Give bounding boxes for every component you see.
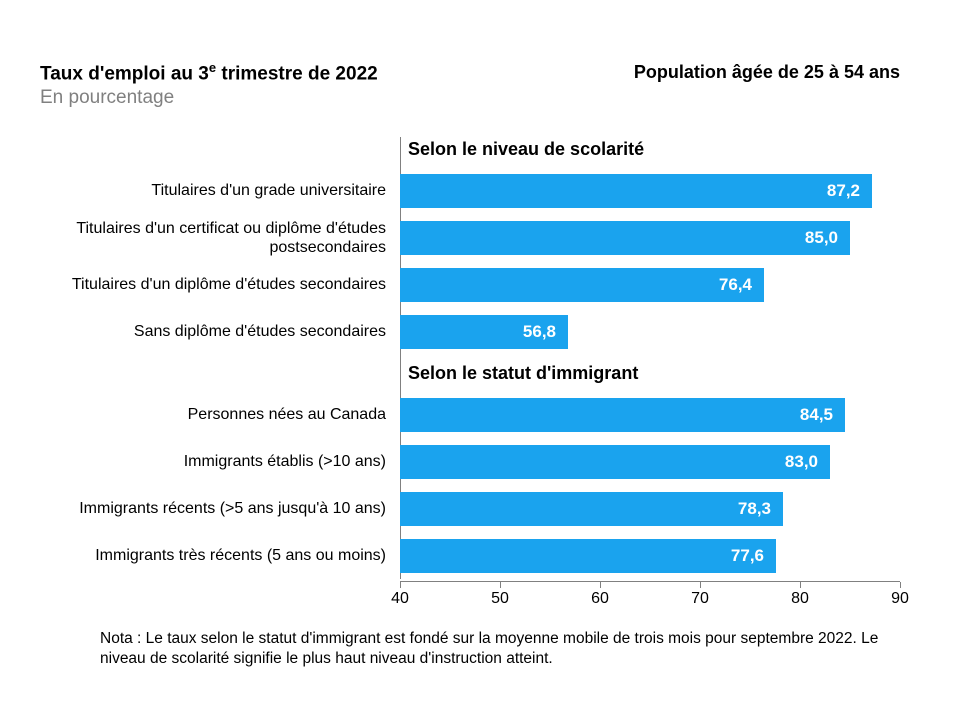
plot-area: Selon le niveau de scolarité 87,2 85,0 76,4… — [400, 137, 900, 611]
bar-label: Personnes nées au Canada — [50, 391, 400, 438]
bar-label: Titulaires d'un diplôme d'études seconda… — [50, 261, 400, 308]
bar-value: 78,3 — [738, 499, 771, 519]
bar: 77,6 — [400, 539, 776, 573]
bar: 83,0 — [400, 445, 830, 479]
bar-value: 84,5 — [800, 405, 833, 425]
x-tick-label: 70 — [691, 590, 709, 608]
x-tick-label: 90 — [891, 590, 909, 608]
population-label: Population âgée de 25 à 54 ans — [634, 62, 900, 83]
bar-cell: 77,6 — [400, 532, 900, 579]
bar-label: Titulaires d'un certificat ou diplôme d'… — [50, 214, 400, 261]
bar-value: 77,6 — [731, 546, 764, 566]
bar-value: 87,2 — [827, 181, 860, 201]
bar-cell: 78,3 — [400, 485, 900, 532]
bar-value: 56,8 — [523, 322, 556, 342]
bar: 84,5 — [400, 398, 845, 432]
section-header: Selon le niveau de scolarité — [400, 137, 900, 167]
x-tick-label: 60 — [591, 590, 609, 608]
bar-cell: 87,2 — [400, 167, 900, 214]
bar-label: Immigrants très récents (5 ans ou moins) — [50, 532, 400, 579]
bar-cell: 85,0 — [400, 214, 900, 261]
bar-cell: 83,0 — [400, 438, 900, 485]
bar-cell: 76,4 — [400, 261, 900, 308]
bar-label: Immigrants établis (>10 ans) — [50, 438, 400, 485]
x-tick-label: 40 — [391, 590, 409, 608]
x-tick-label: 50 — [491, 590, 509, 608]
bar: 56,8 — [400, 315, 568, 349]
bar-value: 76,4 — [719, 275, 752, 295]
bar: 76,4 — [400, 268, 764, 302]
bar: 85,0 — [400, 221, 850, 255]
x-tick — [700, 582, 701, 588]
chart-subtitle: En pourcentage — [40, 87, 378, 109]
bar-value: 83,0 — [785, 452, 818, 472]
x-tick — [500, 582, 501, 588]
bar-cell: 84,5 — [400, 391, 900, 438]
x-tick — [800, 582, 801, 588]
bar-label: Titulaires d'un grade universitaire — [50, 167, 400, 214]
labels-column: Titulaires d'un grade universitaireTitul… — [50, 137, 400, 611]
title-post: trimestre de 2022 — [216, 63, 378, 84]
bar: 87,2 — [400, 174, 872, 208]
x-tick — [600, 582, 601, 588]
x-tick — [900, 582, 901, 588]
x-tick — [400, 582, 401, 588]
bar-label: Sans diplôme d'études secondaires — [50, 308, 400, 355]
x-axis: 405060708090 — [400, 581, 900, 611]
bar-value: 85,0 — [805, 228, 838, 248]
title-block: Taux d'emploi au 3e trimestre de 2022 En… — [40, 60, 378, 109]
header-row: Taux d'emploi au 3e trimestre de 2022 En… — [40, 60, 920, 109]
bar-cell: 56,8 — [400, 308, 900, 355]
bar: 78,3 — [400, 492, 783, 526]
chart-body: Titulaires d'un grade universitaireTitul… — [50, 137, 920, 611]
bar-label: Immigrants récents (>5 ans jusqu'à 10 an… — [50, 485, 400, 532]
bars-stack: Selon le niveau de scolarité 87,2 85,0 76,4… — [400, 137, 900, 579]
footnote: Nota : Le taux selon le statut d'immigra… — [100, 629, 880, 669]
chart-title: Taux d'emploi au 3e trimestre de 2022 — [40, 60, 378, 85]
x-tick-label: 80 — [791, 590, 809, 608]
chart-container: Taux d'emploi au 3e trimestre de 2022 En… — [0, 0, 960, 700]
title-pre: Taux d'emploi au 3 — [40, 63, 209, 84]
section-header: Selon le statut d'immigrant — [400, 361, 900, 391]
